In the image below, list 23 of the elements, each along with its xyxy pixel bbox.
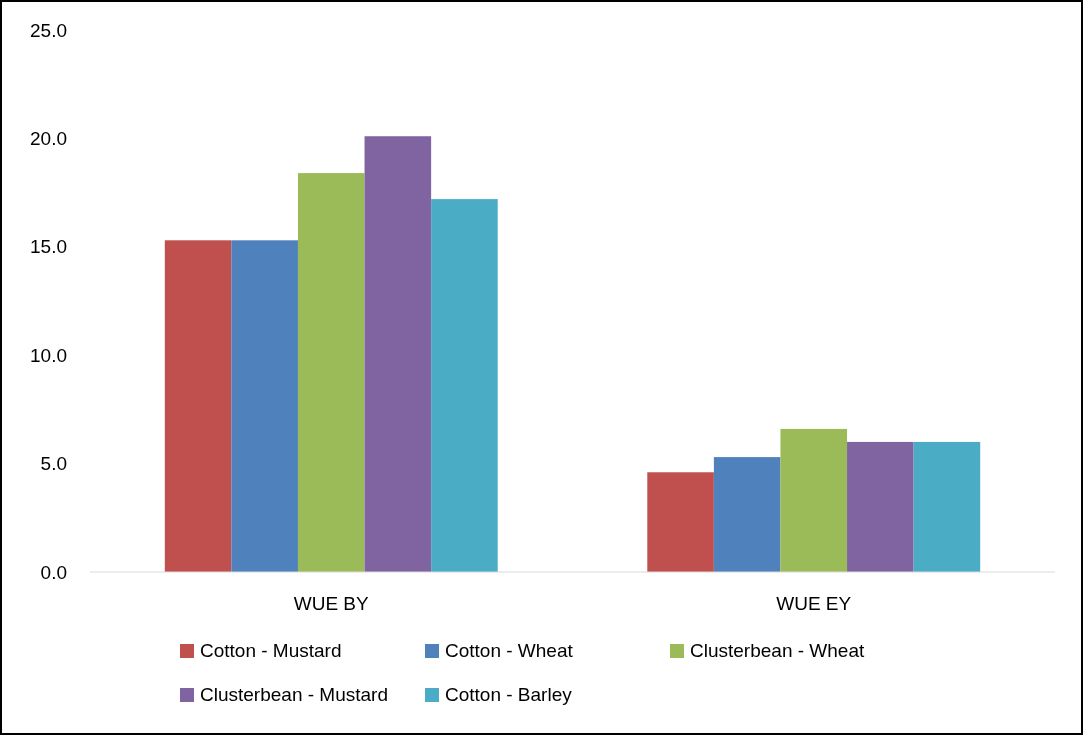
legend-label: Cotton - Wheat	[445, 640, 574, 661]
bar	[713, 457, 781, 572]
y-tick-label: 20.0	[30, 128, 67, 150]
bar	[913, 441, 981, 572]
y-tick-label: 25.0	[30, 19, 67, 41]
bar	[431, 199, 498, 572]
bar	[364, 136, 432, 572]
bar	[297, 173, 365, 572]
legend-label: Clusterbean - Wheat	[690, 640, 865, 661]
y-tick-label: 15.0	[30, 236, 67, 258]
bar	[231, 240, 298, 572]
y-tick-label: 0.0	[40, 561, 67, 583]
legend-label: Clusterbean - Mustard	[200, 684, 388, 705]
bar	[647, 472, 714, 572]
legend-label: Cotton - Barley	[445, 684, 573, 705]
x-tick-label: WUE EY	[776, 593, 852, 614]
x-tick-label: WUE BY	[293, 593, 370, 614]
y-tick-label: 5.0	[40, 453, 67, 475]
bar	[847, 441, 914, 572]
y-tick-label: 10.0	[30, 344, 67, 366]
legend-label: Cotton - Mustard	[200, 640, 342, 661]
bar	[164, 240, 232, 572]
bar	[780, 428, 848, 572]
